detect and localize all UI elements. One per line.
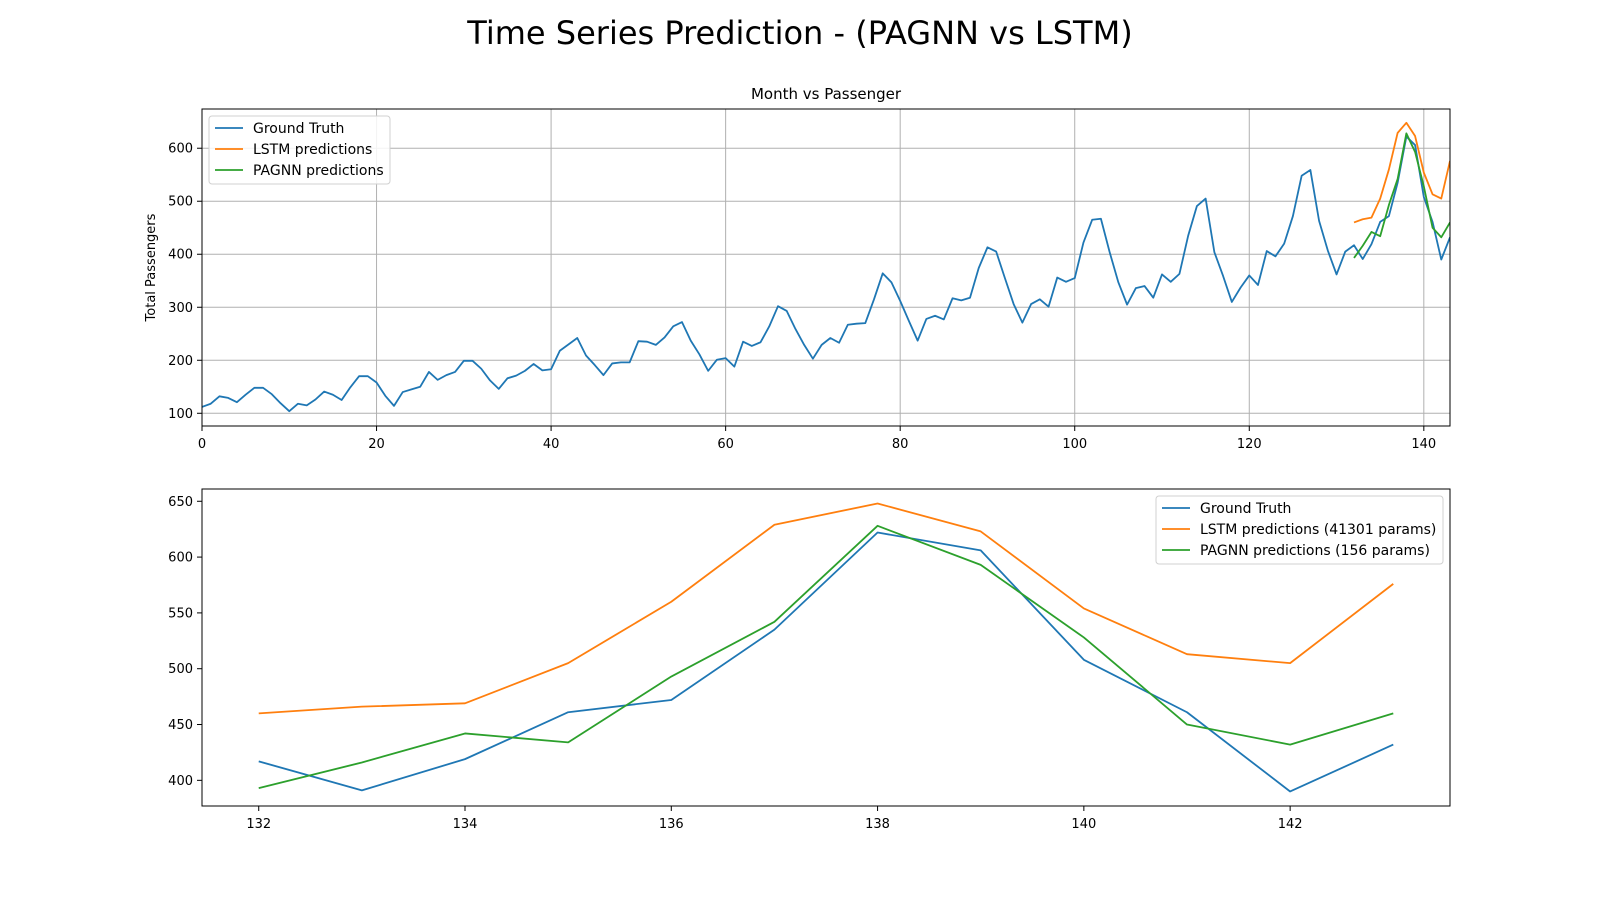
chart1-xtick-label-134: 134 <box>453 817 478 832</box>
chart-zoomed-predictions: 132 134 136 138 140 142 400 450 500 550 600 650 Grou… <box>168 488 1451 832</box>
chart0-xtick-label-100: 100 <box>1062 437 1087 452</box>
chart1-legend-label-ground-truth: Ground Truth <box>1200 501 1291 517</box>
chart1-xtick-label-138: 138 <box>865 817 890 832</box>
chart1-legend-box <box>1155 495 1444 565</box>
chart0-xtick-label-120: 120 <box>1237 437 1262 452</box>
chart1-legend-label-lstm-predictions-41301-params: LSTM predictions (41301 params) <box>1200 522 1436 538</box>
chart-month-vs-passenger: 0 20 40 60 80 100 120 140 100 200 300 400 500 600 Mont… <box>144 85 1451 452</box>
chart1-ytick-label-600: 600 <box>168 551 193 566</box>
chart0-axes-frame <box>201 108 1451 427</box>
chart1-series-ground-truth <box>258 531 1394 793</box>
chart1-ytick-label-650: 650 <box>168 495 193 510</box>
chart1-ytick-label-400: 400 <box>168 774 193 789</box>
chart0-legend-label-pagnn-predictions: PAGNN predictions <box>253 163 384 179</box>
chart0-series-group <box>202 121 1450 413</box>
chart0-legend-label-ground-truth: Ground Truth <box>253 121 344 137</box>
chart0-ytick-label-600: 600 <box>168 142 193 157</box>
chart0-ytick-label-500: 500 <box>168 195 193 210</box>
chart0-xtick-label-20: 20 <box>368 437 385 452</box>
chart0-ytick-label-400: 400 <box>168 248 193 263</box>
chart0-legend: Ground Truth LSTM predictions PAGNN predic… <box>208 115 391 185</box>
chart1-legend-label-pagnn-predictions-156-params: PAGNN predictions (156 params) <box>1200 543 1430 559</box>
chart0-xtick-label-80: 80 <box>892 437 909 452</box>
chart0-series-ground-truth <box>202 135 1450 413</box>
chart1-xtick-label-142: 142 <box>1278 817 1303 832</box>
chart0-xtick-label-40: 40 <box>543 437 560 452</box>
chart0-legend-box <box>208 115 391 185</box>
figure-title: Time Series Prediction - (PAGNN vs LSTM) <box>466 14 1132 52</box>
chart1-xtick-label-140: 140 <box>1071 817 1096 832</box>
chart1-series-group <box>258 502 1394 793</box>
chart1-series-lstm-predictions-41301-params <box>258 502 1394 715</box>
chart1-ytick-label-550: 550 <box>168 606 193 621</box>
chart1-axes-frame <box>201 488 1451 807</box>
chart0-legend-label-lstm-predictions: LSTM predictions <box>253 142 372 158</box>
chart0-series-lstm-predictions <box>1353 121 1450 224</box>
chart0-ytick-label-100: 100 <box>168 407 193 422</box>
chart1-xtick-label-132: 132 <box>246 817 271 832</box>
chart1-ytick-label-500: 500 <box>168 662 193 677</box>
chart0-ytick-label-300: 300 <box>168 301 193 316</box>
chart0-xtick-label-0: 0 <box>198 437 206 452</box>
chart1-series-pagnn-predictions-156-params <box>258 524 1394 790</box>
chart0-series-pagnn-predictions <box>1353 132 1450 259</box>
chart0-xtick-label-140: 140 <box>1411 437 1436 452</box>
chart1-legend: Ground Truth LSTM predictions (41301 para… <box>1155 495 1444 565</box>
chart0-xtick-label-60: 60 <box>717 437 734 452</box>
chart1-ytick-label-450: 450 <box>168 718 193 733</box>
chart0-title: Month vs Passenger <box>751 85 902 103</box>
chart1-xtick-label-136: 136 <box>659 817 684 832</box>
chart0-ytick-label-200: 200 <box>168 354 193 369</box>
chart0-ylabel: Total Passengers <box>144 213 159 322</box>
